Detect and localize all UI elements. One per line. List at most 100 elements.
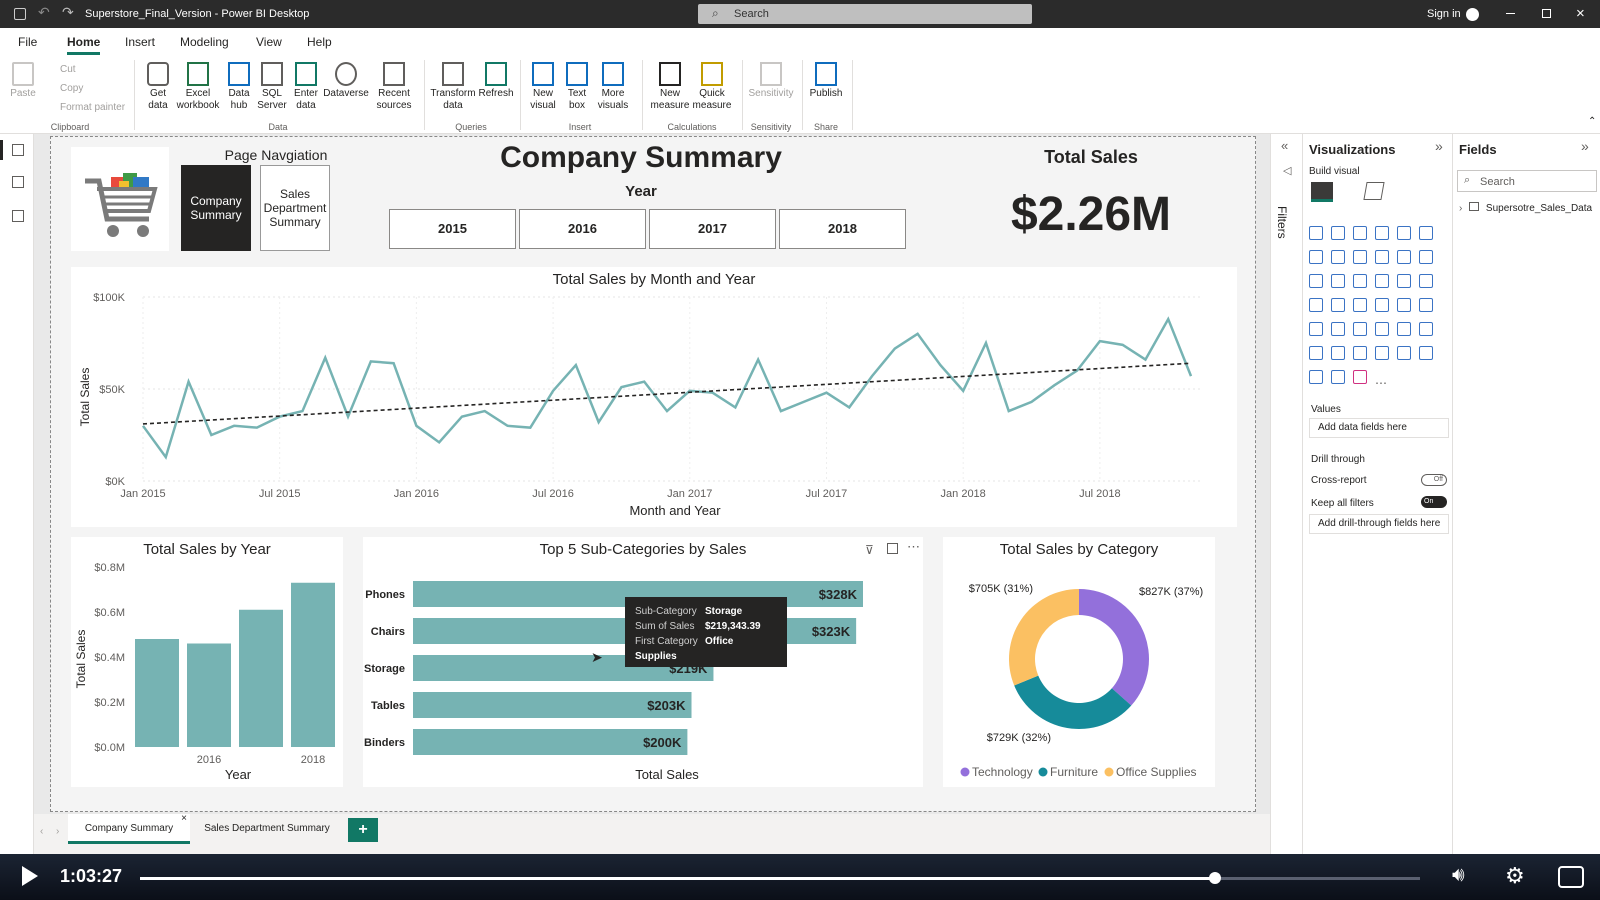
cut-button[interactable]: Cut — [60, 64, 76, 75]
visual-type-icon[interactable] — [1331, 298, 1345, 312]
visual-type-icon[interactable] — [1353, 250, 1367, 264]
nav-sales-department-button[interactable]: Sales Department Summary — [260, 165, 330, 251]
visual-type-icon[interactable] — [1419, 298, 1433, 312]
visual-type-icon[interactable] — [1309, 298, 1323, 312]
visual-type-icon[interactable] — [1309, 274, 1323, 288]
visual-type-icon[interactable] — [1397, 322, 1411, 336]
sensitivity-button[interactable]: Sensitivity — [746, 62, 796, 100]
visual-type-icon[interactable] — [1353, 298, 1367, 312]
visual-type-icon[interactable] — [1375, 250, 1389, 264]
add-page-button[interactable]: + — [348, 818, 378, 842]
values-drop-zone[interactable]: Add data fields here — [1309, 418, 1449, 438]
visual-type-icon[interactable] — [1331, 250, 1345, 264]
enter-data-button[interactable]: Enter data — [290, 62, 322, 112]
settings-gear-icon[interactable]: ⚙ — [1505, 863, 1525, 888]
filters-pane[interactable]: « ◁ Filters — [1270, 134, 1302, 854]
visual-type-icon[interactable] — [1353, 322, 1367, 336]
visual-type-icon[interactable] — [1331, 226, 1345, 240]
visual-type-icon[interactable] — [1419, 274, 1433, 288]
visual-type-icon[interactable] — [1419, 250, 1433, 264]
visual-type-icon[interactable] — [1397, 274, 1411, 288]
visual-type-icon[interactable] — [1309, 250, 1323, 264]
visual-type-icon[interactable] — [1375, 226, 1389, 240]
year-2016-button[interactable]: 2016 — [519, 209, 646, 249]
minimize-icon[interactable] — [1506, 13, 1515, 14]
filter-icon[interactable]: ⊽ — [865, 543, 874, 557]
collapse-ribbon-icon[interactable]: ⌃ — [1588, 116, 1597, 127]
get-data-button[interactable]: Get data — [140, 62, 176, 112]
chevron-right-icon[interactable]: » — [1435, 138, 1443, 154]
tab-sales-department-summary[interactable]: Sales Department Summary — [204, 823, 330, 834]
visual-type-icon[interactable] — [1331, 370, 1345, 384]
report-view-icon[interactable] — [0, 140, 3, 160]
dataverse-button[interactable]: Dataverse — [322, 62, 370, 100]
visual-type-icon[interactable]: ⋯ — [1375, 376, 1387, 390]
volume-icon[interactable]: 🔊︎ — [1452, 864, 1465, 886]
drill-through-drop-zone[interactable]: Add drill-through fields here — [1309, 514, 1449, 534]
undo-icon[interactable]: ↶ — [38, 4, 50, 20]
visual-type-icon[interactable] — [1419, 322, 1433, 336]
menu-modeling[interactable]: Modeling — [180, 35, 229, 49]
visual-type-icon[interactable] — [1375, 346, 1389, 360]
menu-home[interactable]: Home — [67, 35, 101, 55]
year-2018-button[interactable]: 2018 — [779, 209, 906, 249]
chevron-right-icon[interactable]: › — [56, 826, 60, 837]
visual-type-icon[interactable] — [1353, 274, 1367, 288]
paste-button[interactable]: Paste — [8, 62, 38, 100]
search-box[interactable]: ⌕ Search — [698, 4, 1032, 24]
keep-filters-toggle[interactable]: On — [1421, 496, 1447, 508]
format-painter-button[interactable]: Format painter — [60, 102, 126, 113]
data-hub-button[interactable]: Data hub — [222, 62, 256, 112]
more-visuals-button[interactable]: More visuals — [592, 62, 634, 112]
quick-measure-button[interactable]: Quick measure — [690, 62, 734, 112]
build-visual-tab-icon[interactable] — [1311, 182, 1333, 202]
avatar[interactable] — [1466, 8, 1479, 21]
visual-type-icon[interactable] — [1419, 226, 1433, 240]
recent-sources-button[interactable]: Recent sources — [372, 62, 416, 112]
visual-type-icon[interactable] — [1375, 298, 1389, 312]
fields-search-input[interactable]: ⌕ Search — [1457, 170, 1597, 192]
close-icon[interactable]: × — [1576, 5, 1585, 22]
seek-handle[interactable] — [1209, 872, 1222, 884]
menu-help[interactable]: Help — [307, 35, 332, 49]
menu-file[interactable]: File — [18, 35, 38, 49]
more-options-icon[interactable]: ⋯ — [907, 539, 920, 554]
copy-button[interactable]: Copy — [60, 83, 84, 94]
year-2015-button[interactable]: 2015 — [389, 209, 516, 249]
year-2017-button[interactable]: 2017 — [649, 209, 776, 249]
visual-type-icon[interactable] — [1353, 346, 1367, 360]
save-icon[interactable] — [14, 8, 26, 20]
visual-type-icon[interactable] — [1331, 322, 1345, 336]
visual-type-icon[interactable] — [1397, 250, 1411, 264]
chevron-right-icon[interactable]: » — [1581, 138, 1589, 154]
data-view-icon[interactable] — [12, 176, 24, 188]
visual-type-icon[interactable] — [1397, 346, 1411, 360]
nav-company-summary-button[interactable]: Company Summary — [181, 165, 251, 251]
publish-button[interactable]: Publish — [806, 62, 846, 100]
refresh-button[interactable]: Refresh — [478, 62, 514, 100]
sql-server-button[interactable]: SQL Server — [256, 62, 288, 112]
visual-type-icon[interactable] — [1397, 298, 1411, 312]
visual-type-icon[interactable] — [1419, 346, 1433, 360]
visual-type-icon[interactable] — [1309, 226, 1323, 240]
excel-workbook-button[interactable]: Excel workbook — [174, 62, 222, 112]
visual-type-icon[interactable] — [1375, 322, 1389, 336]
model-view-icon[interactable] — [12, 210, 24, 222]
menu-insert[interactable]: Insert — [125, 35, 156, 49]
redo-icon[interactable]: ↷ — [62, 4, 74, 20]
year-bar-chart-card[interactable]: Total Sales by Year Total Sales Year $0.… — [71, 537, 343, 787]
visual-type-icon[interactable] — [1331, 274, 1345, 288]
visual-type-icon[interactable] — [1309, 322, 1323, 336]
cross-report-toggle[interactable]: Off — [1421, 474, 1447, 486]
subcategory-bar-chart-card[interactable]: Top 5 Sub-Categories by Sales ⊽ ⋯ Total … — [363, 537, 923, 787]
format-visual-tab-icon[interactable] — [1363, 182, 1385, 200]
visual-type-icon[interactable] — [1397, 226, 1411, 240]
tab-company-summary[interactable]: Company Summary × — [68, 813, 190, 844]
close-tab-icon[interactable]: × — [181, 813, 187, 824]
visual-type-icon[interactable] — [1309, 346, 1323, 360]
chevron-left-icon[interactable]: « — [1281, 138, 1289, 153]
new-visual-button[interactable]: New visual — [526, 62, 560, 112]
visual-type-icon[interactable] — [1353, 226, 1367, 240]
focus-mode-icon[interactable] — [887, 543, 898, 554]
field-table-item[interactable]: › Supersotre_Sales_Data — [1459, 202, 1592, 214]
